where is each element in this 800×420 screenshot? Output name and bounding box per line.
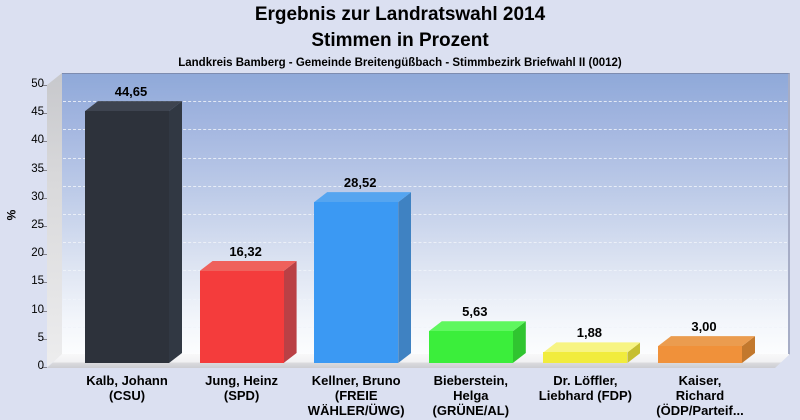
bar-top [658,336,755,346]
bar-front [199,270,284,363]
x-axis-category-label: Bieberstein, Helga (GRÜNE/AL) [409,373,533,418]
y-tick-label: 15 [31,275,44,288]
bar-side [513,321,526,363]
bar-value-label: 3,00 [691,319,717,335]
category-line: (FREIE [334,388,378,403]
gridline [63,214,787,215]
category-line: Kaiser, [678,373,722,388]
bar-front [658,346,742,363]
category-line: Dr. Löffler, [553,373,618,388]
bar-side [398,192,411,363]
gridline [63,326,787,328]
category-line: Kalb, Johann [86,373,168,388]
y-tick-mark [42,310,47,312]
gridline [63,129,787,131]
y-tick-mark [42,226,47,227]
gridline [63,185,787,187]
x-axis-category-label: Kaiser, Richard (ÖDP/Parteif... [638,373,762,418]
x-axis-category-label: Jung, Heinz (SPD) [180,373,304,403]
y-tick-label: 30 [31,190,44,203]
chart-subtitle: Landkreis Bamberg - Gemeinde Breitengüßb… [178,57,622,69]
y-tick-mark [42,169,47,171]
y-tick-label: 0 [37,360,44,372]
y-tick-label: 50 [31,78,44,90]
x-axis-category-label: Dr. Löffler, Liebhard (FDP) [523,373,647,403]
x-axis-category-label: Kalb, Johann (CSU) [65,373,189,403]
y-tick-mark [42,367,47,368]
bar-top [314,192,411,202]
category-line: Bieberstein, [433,373,508,388]
y-tick-label: 35 [31,162,44,175]
bar-top [429,321,526,331]
y-tick-mark [42,254,47,256]
bar-top [200,261,297,271]
bar-value-label: 16,32 [229,243,262,259]
y-tick-label: 20 [31,247,44,260]
bar-value-label: 1,88 [576,325,603,341]
category-line: (GRÜNE/AL) [432,403,510,418]
bar-front [543,352,628,363]
category-line: (SPD) [223,388,260,403]
y-tick-label: 45 [31,106,44,119]
chart-title-line2: Stimmen in Prozent [311,30,489,51]
gridline [63,101,787,103]
gridline [63,157,787,159]
gridline [63,270,787,272]
y-tick-label: 5 [37,331,44,344]
y-tick-label: 10 [31,303,44,316]
bar-value-label: 28,52 [343,175,377,191]
bar-front [428,331,513,363]
category-line: Liebhard (FDP) [538,388,632,403]
y-tick-mark [42,197,47,199]
category-line: Jung, Heinz [205,373,279,388]
category-line: (ÖDP/Parteif... [656,403,744,418]
bar-side [169,101,182,363]
y-tick-mark [42,282,47,284]
x-axis-category-label: Kellner, Bruno (FREIE WÄHLER/ÜWG) [294,373,418,418]
bar-top [85,101,182,111]
y-tick-mark [42,113,47,115]
bar-side [284,261,297,363]
gridline [63,242,787,244]
bar-front [314,202,399,363]
left-wall [47,73,62,367]
bar-front [85,111,169,363]
category-line: WÄHLER/ÜWG) [307,403,405,418]
y-tick-mark [42,85,47,86]
y-tick-label: 25 [31,219,44,231]
category-line: Kellner, Bruno [311,373,401,388]
y-tick-label: 40 [31,134,44,147]
bar-top [543,342,640,352]
bar-value-label: 44,65 [114,84,148,100]
gridline [63,298,787,300]
y-tick-mark [42,338,47,340]
category-line: Richard [675,388,725,403]
category-line: Helga [453,388,489,403]
y-tick-mark [42,141,47,143]
bar-value-label: 5,63 [462,304,488,320]
chart-title-line1: Ergebnis zur Landratswahl 2014 [254,4,546,25]
category-line: (CSU) [108,388,146,403]
